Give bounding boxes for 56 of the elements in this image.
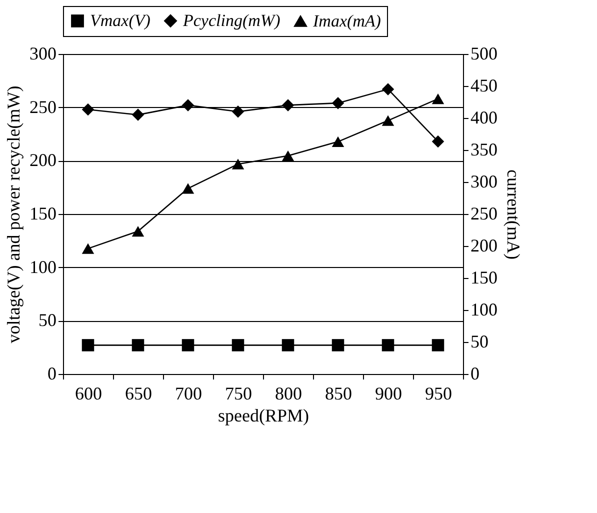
y-tick-label: 200 <box>30 150 56 170</box>
legend-label: Pcycling(mW) <box>182 10 281 30</box>
x-tick-label: 650 <box>125 384 152 404</box>
y2-tick-label: 100 <box>470 300 498 320</box>
y-tick-label: 250 <box>30 96 56 117</box>
y-tick-label: 100 <box>30 256 56 277</box>
point <box>432 135 444 148</box>
legend-label: Vmax(V) <box>90 10 151 30</box>
y2-tick-label: 400 <box>470 108 498 128</box>
point <box>132 339 144 352</box>
y2-tick-label: 350 <box>470 140 498 160</box>
point <box>332 339 344 352</box>
point <box>332 136 344 147</box>
y-tick-label: 0 <box>48 364 56 384</box>
y2-tick-label: 150 <box>470 268 498 288</box>
point <box>332 96 344 110</box>
point <box>382 339 394 352</box>
x-tick-label: 800 <box>275 384 302 404</box>
y2-tick-label: 500 <box>470 44 498 64</box>
point <box>82 243 94 254</box>
point <box>132 226 144 237</box>
point <box>182 339 194 352</box>
point <box>82 103 94 116</box>
x-tick-label: 750 <box>225 384 252 404</box>
point <box>132 108 144 121</box>
point <box>232 105 244 118</box>
y2-tick-label: 200 <box>470 236 498 256</box>
y2-tick-label: 450 <box>470 76 498 96</box>
y2-tick-label: 300 <box>470 172 498 192</box>
x-axis-title: speed(RPM) <box>218 406 309 426</box>
y2-tick-label: 250 <box>470 204 498 224</box>
x-tick-label: 700 <box>175 384 202 404</box>
point <box>182 183 194 194</box>
point <box>382 83 394 96</box>
y-tick-label: 300 <box>30 44 56 64</box>
point <box>432 93 444 104</box>
point <box>282 339 294 352</box>
point <box>182 99 194 112</box>
x-tick-label: 950 <box>425 384 452 404</box>
point <box>432 339 444 352</box>
point <box>232 339 244 352</box>
legend-label: Imax(mA) <box>312 11 382 30</box>
point <box>82 339 94 352</box>
point <box>282 150 294 162</box>
x-tick-label: 850 <box>325 384 352 404</box>
y2-tick-label: 50 <box>470 332 488 352</box>
y-axis-title: voltage(V) and power recycle(mW) <box>4 86 24 344</box>
x-tick-label: 600 <box>75 384 102 404</box>
point <box>282 99 294 112</box>
point <box>382 115 394 126</box>
x-tick-label: 900 <box>375 384 402 404</box>
point <box>232 158 244 170</box>
y2-axis-title: current(mA) <box>504 170 524 260</box>
y-tick-label: 150 <box>30 204 56 224</box>
y2-tick-label: 0 <box>470 364 480 384</box>
y-tick-label: 50 <box>38 310 56 330</box>
